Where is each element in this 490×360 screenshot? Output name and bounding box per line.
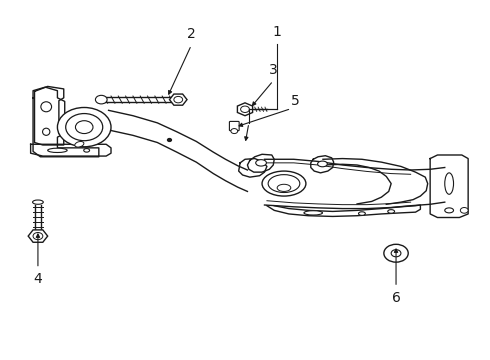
Circle shape xyxy=(384,244,408,262)
Circle shape xyxy=(460,207,468,213)
Ellipse shape xyxy=(277,184,291,192)
Polygon shape xyxy=(239,158,267,177)
Circle shape xyxy=(241,106,249,112)
Circle shape xyxy=(66,113,103,141)
Polygon shape xyxy=(33,87,99,157)
Circle shape xyxy=(231,129,238,134)
Polygon shape xyxy=(30,144,111,156)
Ellipse shape xyxy=(304,211,322,215)
Polygon shape xyxy=(34,86,64,145)
Ellipse shape xyxy=(32,200,43,204)
Ellipse shape xyxy=(43,128,50,135)
Text: 5: 5 xyxy=(291,94,300,108)
Text: 4: 4 xyxy=(33,272,42,286)
Text: 2: 2 xyxy=(187,27,196,41)
Circle shape xyxy=(391,249,401,257)
Text: 6: 6 xyxy=(392,292,400,305)
Polygon shape xyxy=(430,155,468,217)
Ellipse shape xyxy=(256,159,267,166)
Polygon shape xyxy=(311,156,334,173)
Ellipse shape xyxy=(359,212,366,215)
Circle shape xyxy=(96,95,107,104)
Ellipse shape xyxy=(388,210,394,213)
Text: 3: 3 xyxy=(269,63,278,77)
FancyBboxPatch shape xyxy=(229,121,239,131)
Ellipse shape xyxy=(262,171,306,196)
Ellipse shape xyxy=(41,102,51,112)
Ellipse shape xyxy=(48,148,67,153)
Ellipse shape xyxy=(318,161,327,167)
Circle shape xyxy=(168,139,172,141)
Circle shape xyxy=(75,121,93,134)
Polygon shape xyxy=(247,154,274,172)
Circle shape xyxy=(57,108,111,147)
Circle shape xyxy=(33,233,43,240)
Circle shape xyxy=(174,96,183,103)
Text: 1: 1 xyxy=(272,25,281,39)
Ellipse shape xyxy=(84,149,90,152)
Ellipse shape xyxy=(268,175,300,193)
Ellipse shape xyxy=(445,173,454,194)
Ellipse shape xyxy=(75,141,84,147)
Ellipse shape xyxy=(445,208,454,213)
